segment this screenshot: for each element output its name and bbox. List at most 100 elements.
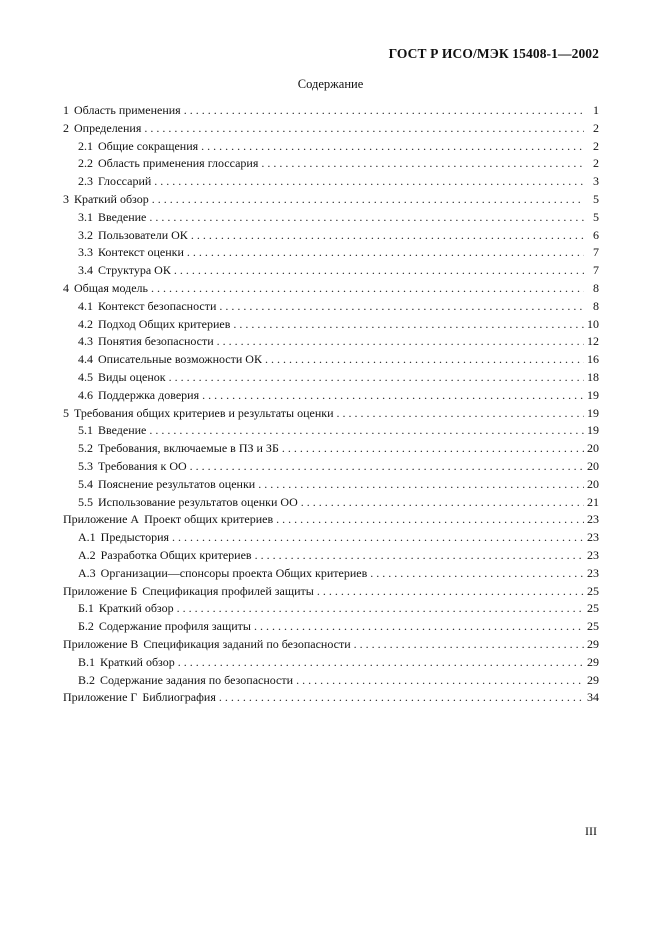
toc-entry-label: Краткий обзор [74, 191, 149, 206]
toc-entry[interactable]: 2 Определения 2 [63, 121, 599, 139]
dot-leader [149, 423, 584, 438]
toc-entry[interactable]: 3.3 Контекст оценки 7 [63, 245, 599, 263]
toc-entry[interactable]: 1 Область применения 1 [63, 103, 599, 121]
toc-entry[interactable]: Приложение В Спецификация заданий по безо… [63, 637, 599, 655]
page-title: Содержание [297, 77, 364, 91]
toc-entry[interactable]: 4.1 Контекст безопасности 8 [63, 299, 599, 317]
toc-entry-number: 4.5 [78, 369, 93, 384]
toc-entry-number: 1 [63, 103, 69, 117]
toc-entry-number: 5.5 [78, 494, 93, 509]
toc-entry[interactable]: А.1 Предыстория 23 [63, 530, 599, 548]
toc-entry-label: Краткий обзор [98, 601, 174, 616]
dot-leader [354, 637, 584, 652]
toc-entry[interactable]: Б.1 Краткий обзор 25 [63, 601, 599, 619]
toc-entry-label: Пользователи ОК [98, 227, 188, 242]
toc-entry-label: Пояснение результатов оценки [98, 476, 256, 491]
dot-leader [202, 388, 584, 403]
toc-entry[interactable]: 5.5 Использование результатов оценки ОО 21 [63, 495, 599, 513]
dot-leader [337, 406, 585, 421]
toc-entry-label: Область применения [74, 103, 181, 117]
dot-leader [258, 477, 584, 492]
toc-entry[interactable]: Приложение Г Библиография 34 [63, 690, 599, 708]
toc-entry[interactable]: А.2 Разработка Общих критериев 23 [63, 548, 599, 566]
toc-entry-page: 23 [587, 547, 599, 562]
toc-entry-page: 25 [587, 619, 599, 634]
toc-entry[interactable]: 5.4 Пояснение результатов оценки 20 [63, 477, 599, 495]
toc-entry-label: Подход Общих критериев [98, 316, 231, 331]
toc-entry[interactable]: 3.1 Введение 5 [63, 210, 599, 228]
dot-leader [184, 103, 584, 118]
toc-entry[interactable]: Б.2 Содержание профиля защиты 25 [63, 619, 599, 637]
toc-entry-number: 4 [63, 280, 69, 295]
dot-leader [296, 673, 584, 688]
toc-entry-page: 23 [587, 512, 599, 527]
toc-entry[interactable]: 4.4 Описательные возможности ОК 16 [63, 352, 599, 370]
toc-entry-number: 2.2 [78, 156, 93, 171]
toc-entry-number: Б.1 [78, 601, 94, 616]
toc-entry-number: 5.3 [78, 458, 93, 473]
toc-entry-label: Общая модель [74, 280, 148, 295]
toc-entry[interactable]: В.1 Краткий обзор 29 [63, 655, 599, 673]
dot-leader [233, 317, 584, 332]
toc-entry-page: 20 [587, 458, 599, 473]
toc-entry-number: А.3 [78, 565, 96, 580]
toc-entry-page: 34 [587, 690, 599, 705]
toc-entry-label: Область применения глоссария [98, 156, 259, 171]
toc-entry[interactable]: В.2 Содержание задания по безопасности 29 [63, 673, 599, 691]
toc-entry-label: Виды оценок [98, 369, 166, 384]
toc-entry-label: Требования к ОО [98, 458, 187, 473]
toc-entry[interactable]: 4.2 Подход Общих критериев 10 [63, 317, 599, 335]
toc-entry[interactable]: 4.3 Понятия безопасности 12 [63, 334, 599, 352]
toc-entry-number: 2 [63, 120, 69, 135]
toc-entry[interactable]: 3.2 Пользователи ОК 6 [63, 228, 599, 246]
dot-leader [191, 228, 584, 243]
toc-entry-number: В.2 [78, 672, 96, 687]
toc-entry-number: 5.4 [78, 476, 93, 491]
dot-leader [169, 370, 584, 385]
toc-entry[interactable]: 5.3 Требования к ОО 20 [63, 459, 599, 477]
toc-entry-number: 5.2 [78, 441, 93, 456]
toc-entry-page: 18 [587, 369, 599, 384]
toc-entry-page: 8 [593, 280, 599, 295]
toc-entry-page: 7 [593, 245, 599, 260]
dot-leader [187, 245, 584, 260]
toc-entry[interactable]: 2.1 Общие сокращения 2 [63, 139, 599, 157]
toc-entry-number: 5.1 [78, 423, 93, 438]
toc-entry-number: 3.1 [78, 209, 93, 224]
toc-entry[interactable]: 5 Требования общих критериев и результаты… [63, 406, 599, 424]
dot-leader [265, 352, 584, 367]
dot-leader [219, 690, 584, 705]
toc-entry-number: Приложение Г [63, 690, 138, 705]
toc-entry[interactable]: 4.5 Виды оценок 18 [63, 370, 599, 388]
toc-entry-page: 19 [587, 423, 599, 438]
toc-entry-page: 7 [593, 263, 599, 278]
toc-entry-label: Спецификация заданий по безопасности [143, 636, 351, 651]
toc-entry-label: Введение [98, 423, 147, 438]
toc-entry-number: 4.6 [78, 387, 93, 402]
toc-entry-page: 25 [587, 601, 599, 616]
toc-entry-number: Приложение А [63, 512, 140, 527]
toc-entry[interactable]: 2.3 Глоссарий 3 [63, 174, 599, 192]
toc-entry[interactable]: 3 Краткий обзор 5 [63, 192, 599, 210]
toc-entry[interactable]: Приложение Б Спецификация профилей защиты… [63, 584, 599, 602]
toc-entry[interactable]: 4.6 Поддержка доверия 19 [63, 388, 599, 406]
toc-entry[interactable]: 4 Общая модель 8 [63, 281, 599, 299]
toc-entry[interactable]: 3.4 Структура ОК 7 [63, 263, 599, 281]
toc-entry-label: Определения [74, 120, 142, 135]
toc-entry-label: Контекст оценки [98, 245, 184, 260]
toc-entry-page: 29 [587, 654, 599, 669]
dot-leader [149, 210, 584, 225]
toc-entry-label: Глоссарий [98, 174, 152, 189]
toc-entry[interactable]: Приложение А Проект общих критериев 23 [63, 512, 599, 530]
toc-entry[interactable]: 5.1 Введение 19 [63, 423, 599, 441]
toc-entry-page: 3 [593, 174, 599, 189]
toc-entry-page: 2 [593, 120, 599, 135]
toc-entry[interactable]: 2.2 Область применения глоссария 2 [63, 156, 599, 174]
toc-entry[interactable]: А.3 Организации—спонсоры проекта Общих кр… [63, 566, 599, 584]
toc-entry[interactable]: 5.2 Требования, включаемые в ПЗ и ЗБ 20 [63, 441, 599, 459]
toc-entry-number: 5 [63, 405, 69, 420]
page-number: III [585, 824, 597, 838]
toc-entry-page: 20 [587, 441, 599, 456]
